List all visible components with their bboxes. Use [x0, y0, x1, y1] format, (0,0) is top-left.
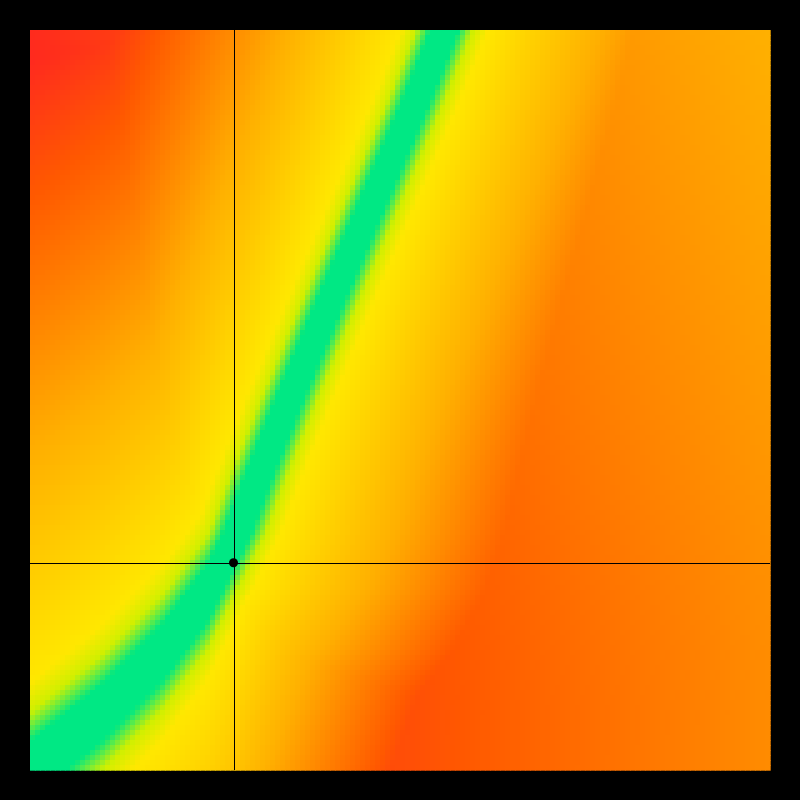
heatmap-canvas — [0, 0, 800, 800]
